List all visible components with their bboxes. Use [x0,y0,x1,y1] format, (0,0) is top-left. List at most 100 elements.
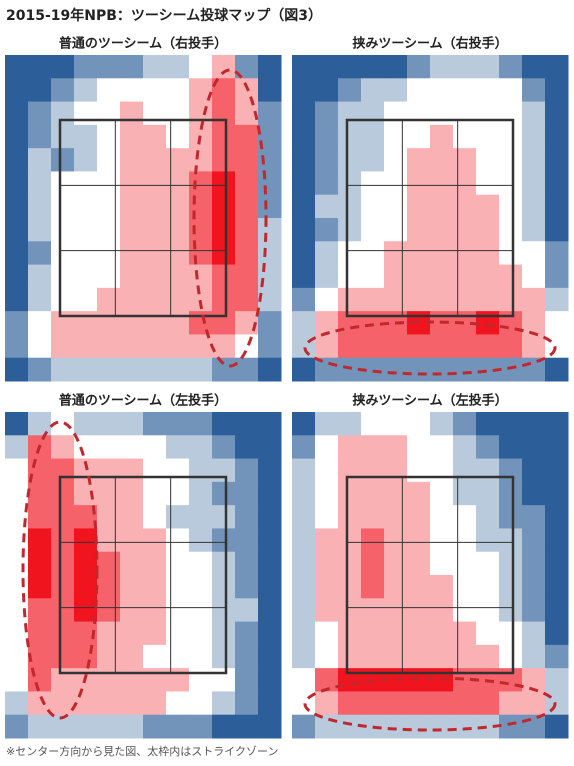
heatmap-cell [51,575,75,599]
heatmap-cell [235,691,259,716]
heatmap-cell [384,264,408,289]
heatmap-cell [51,287,75,312]
heatmap-cell [120,148,144,172]
heatmap-cell [430,78,454,103]
heatmap-cell [476,528,500,553]
heatmap-cell [476,334,500,359]
heatmap-cell [315,287,339,312]
heatmap-cell [315,644,339,669]
heatmap-cell [258,668,282,692]
heatmap-cell [189,714,213,739]
heatmap-cell [522,481,546,506]
heatmap-cell [545,644,569,669]
heatmap-cell [453,598,477,623]
heatmap-cell [407,691,431,716]
heatmap-cell [430,481,454,506]
heatmap-cell [74,714,98,739]
heatmap-cell [166,264,190,289]
heatmap-cell [258,714,282,739]
heatmap-cell [453,412,477,436]
heatmap-cell [361,458,385,483]
heatmap-cell [499,668,523,692]
heatmap-cell [545,505,569,529]
heatmap-cell [28,101,52,126]
heatmap-cell [453,171,477,196]
heatmap-cell [430,55,454,79]
heatmap-cell [258,171,282,196]
heatmap-cell [499,714,523,739]
heatmap-cell [51,101,75,126]
heatmap-cell [235,481,259,506]
heatmap-cell [292,528,316,553]
heatmap-cell [143,412,167,436]
heatmap-cell [315,78,339,103]
heatmap-cell [545,598,569,623]
heatmap-cell [28,528,52,553]
heatmap-cell [361,691,385,716]
heatmap-cell [166,101,190,126]
heatmap-cell [97,124,121,149]
heatmap-cell [189,412,213,436]
heatmap-cell [143,357,167,382]
heatmap-cell [97,668,121,692]
heatmap-cell [384,55,408,79]
heatmap-cell [292,357,316,382]
heatmap-cell [97,78,121,103]
heatmap-cell [292,264,316,289]
heatmap-cell [97,241,121,266]
heatmap-cell [361,481,385,506]
heatmap-cell [522,264,546,289]
heatmap-cell [292,598,316,623]
highlight-ellipse [21,420,99,720]
heatmap-cell [189,78,213,103]
heatmap-cell [292,714,316,739]
heatmap-cell [361,412,385,436]
heatmap-cell [258,334,282,359]
heatmap-cell [28,55,52,79]
heatmap-cell [74,598,98,623]
heatmap-cell [5,171,29,196]
heatmap-cell [5,644,29,669]
heatmap-cell [292,575,316,599]
heatmap-cell [166,55,190,79]
heatmap-cell [522,171,546,196]
heatmap-cell [522,55,546,79]
heatmap-cell [74,124,98,149]
heatmap-cell [338,714,362,739]
heatmap-cell [97,412,121,436]
heatmap-cell [384,575,408,599]
heatmap-cell [143,668,167,692]
heatmap-cell [384,194,408,219]
heatmap-cell [338,171,362,196]
heatmap-cell [258,194,282,219]
heatmap-cell [258,435,282,460]
heatmap-cell [522,78,546,103]
heatmap-cell [338,412,362,436]
heatmap-cell [361,171,385,196]
heatmap-cell [189,264,213,289]
heatmap-cell [74,241,98,266]
heatmap-cell [143,264,167,289]
heatmap-cell [545,78,569,103]
heatmap-cell [51,148,75,172]
heatmap-cell [51,171,75,196]
heatmap-cell [499,264,523,289]
heatmap-cell [143,621,167,646]
heatmap-cell [499,528,523,553]
heatmap-cell [235,101,259,126]
heatmap-cell [384,505,408,529]
heatmap-cell [258,311,282,335]
heatmap-cell [235,264,259,289]
heatmap-cell [74,148,98,172]
heatmap-cell [476,644,500,669]
heatmap-cell [407,101,431,126]
heatmap-cell [235,714,259,739]
heatmap-cell [453,241,477,266]
heatmap-cell [235,334,259,359]
heatmap-cell [545,287,569,312]
heatmap-cell [235,194,259,219]
heatmap-cell [74,644,98,669]
heatmap-cell [258,458,282,483]
heatmap-cell [189,505,213,529]
heatmap-cell [5,194,29,219]
